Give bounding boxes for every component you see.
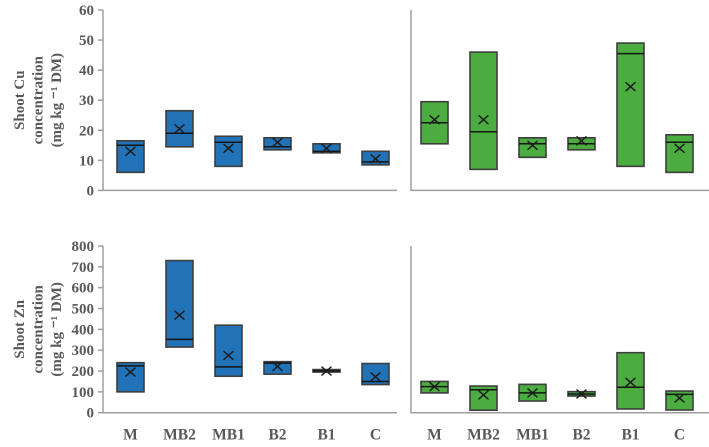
mean-marker [223,350,234,361]
box-shoot-cu-right-MB1 [518,136,547,159]
mean-marker [478,390,489,400]
box-shoot-cu-right-MB2 [469,51,498,171]
mean-marker [527,140,538,151]
box-shoot-zn-right-C [665,390,694,411]
y-axis-title-line: (mg kg ⁻¹ DM) [49,282,65,376]
box-shoot-cu-left-B2 [263,136,292,151]
box-shoot-zn-right-B1 [616,351,645,410]
y-axis-title-line: concentration [31,55,47,144]
y-tick-label: 0 [87,183,95,199]
box-shoot-cu-left-MB1 [214,135,243,168]
y-tick-label: 700 [72,260,95,276]
x-category-label: M [123,427,138,444]
panel-shoot-cu-right [410,10,709,192]
mean-marker [174,310,185,320]
mean-marker [674,393,685,403]
mean-marker [272,137,283,148]
y-tick-label: 20 [79,123,94,139]
mean-marker [272,361,283,372]
axis-line [410,246,709,414]
panel-shoot-zn-left: 0 100 200 300 400 500 600 700 800 M MB2 MB1 B2 B1 C Sho… [12,239,397,444]
y-tick-label: 10 [79,153,94,169]
box-shoot-zn-left-MB2 [165,259,194,348]
y-tick-label: 200 [72,364,95,380]
panel-shoot-cu-left: 0 10 20 30 40 50 60 Shoot Cu concentration (mg kg… [12,3,397,199]
mean-marker [321,143,332,154]
y-tick-label: 600 [72,281,95,297]
x-category-label: MB1 [212,427,245,444]
axis-line [410,10,709,192]
box-shoot-cu-right-B1 [616,42,645,168]
box-shoot-zn-left-MB1 [214,324,243,378]
mean-marker [625,377,636,388]
y-axis-title-line: Shoot Zn [12,299,28,358]
x-category-label: B1 [317,427,335,444]
axis-line [102,10,397,192]
mean-marker [223,143,234,154]
box-shoot-zn-left-C [361,362,390,386]
x-category-label: B2 [572,427,590,444]
mean-marker [429,381,440,392]
mean-marker [321,366,332,376]
mean-marker [125,367,136,377]
x-category-label: MB1 [516,427,549,444]
y-tick-label: 100 [72,385,95,401]
y-tick-label: 400 [72,322,95,338]
y-tick-label: 800 [72,239,95,255]
y-tick-label: 40 [79,63,94,79]
mean-marker [674,143,685,154]
mean-marker [174,124,185,134]
x-category-label: MB2 [467,427,500,444]
panel-shoot-zn-right: M MB2 MB1 B2 B1 C [410,246,709,444]
box-shoot-zn-left-M [116,361,145,393]
y-tick-label: 50 [79,33,94,49]
mean-marker [370,372,381,382]
mean-marker [576,136,587,146]
box-shoot-zn-left-B2 [263,360,292,375]
mean-marker [625,81,636,92]
y-tick-label: 0 [87,406,95,422]
y-axis-title-line: Shoot Cu [12,70,28,130]
x-category-label: C [370,427,381,444]
mean-marker [527,388,538,398]
x-category-label: M [427,427,442,444]
box-shoot-cu-right-C [665,133,694,174]
y-tick-label: 300 [72,343,95,359]
y-tick-label: 500 [72,302,95,318]
x-category-label: B1 [621,427,639,444]
mean-marker [429,114,440,125]
mean-marker [370,154,381,164]
x-category-label: MB2 [163,427,196,444]
y-axis-title-line: (mg kg ⁻¹ DM) [49,53,65,147]
y-tick-label: 60 [79,3,94,19]
box-shoot-cu-left-M [116,139,145,174]
mean-marker [576,389,587,399]
mean-marker [125,146,136,157]
y-tick-label: 30 [79,93,94,109]
y-axis-title-line: concentration [31,285,47,374]
mean-marker [478,114,489,125]
axis-line [102,246,397,414]
x-category-label: C [674,427,685,444]
x-category-label: B2 [268,427,286,444]
